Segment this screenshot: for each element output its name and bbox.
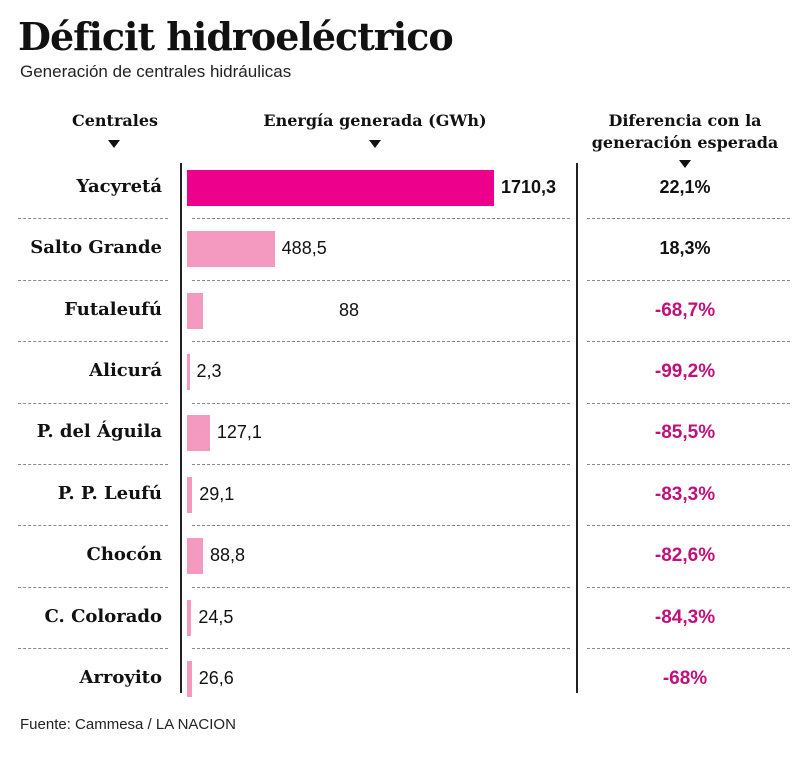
row-separator [192,648,570,650]
row-separator [192,464,570,465]
category-label: Salto Grande [30,237,162,259]
row-separator [192,525,570,527]
category-label: Arroyito [79,666,162,688]
column-header-difference-arrow-icon [679,160,691,168]
value-label: 24,5 [198,606,234,627]
column-header-difference: Diferencia con la generación esperada [580,110,790,154]
row-separator [587,586,790,588]
column-header-names-label: Centrales [72,111,158,130]
value-label: 2,3 [196,360,222,381]
row-separator [18,648,168,650]
column-header-names: Centrales [40,110,190,132]
row-separator [587,341,790,343]
bar [187,353,190,390]
bar [187,599,192,636]
value-label: 26,6 [198,667,234,688]
category-label: Yacyretá [76,175,162,197]
row-separator [587,648,790,650]
row-separator [18,464,168,465]
bar [187,292,203,329]
row-separator [18,586,168,588]
difference-value: -85,5% [654,422,716,444]
row-separator [587,279,790,281]
column-header-energy-arrow-icon [369,140,381,148]
source-note: Fuente: Cammesa / LA NACION [20,716,236,733]
category-label: Futaleufú [64,298,162,320]
difference-value: -68,7% [654,299,716,321]
chart-title: Déficit hidroeléctrico [18,14,454,59]
category-label: P. P. Leufú [57,482,162,504]
value-label: 1710,3 [501,176,557,197]
difference-value: 22,1% [659,176,711,197]
value-label: 88,8 [209,545,245,566]
category-label: Alicurá [89,359,162,381]
difference-value: -68% [662,667,708,689]
bar [187,476,193,513]
column-header-difference-line1: Diferencia con la [608,111,762,130]
column-header-names-arrow-icon [108,140,120,148]
column-divider [576,163,578,693]
value-label: 488,5 [281,238,327,259]
column-header-difference-line2: generación esperada [591,133,779,152]
bar [187,231,275,268]
category-label: C. Colorado [44,605,162,627]
row-separator [192,341,570,343]
row-separator [192,402,570,404]
value-label: 88 [339,299,360,320]
axis-line [180,163,182,693]
row-separator [192,218,570,220]
difference-value: -83,3% [654,483,716,505]
difference-value: -84,3% [654,606,716,628]
value-label: 29,1 [199,483,235,504]
row-separator [192,279,570,281]
row-separator [18,341,168,343]
row-separator [18,402,168,404]
difference-value: -99,2% [654,360,716,382]
value-label: 127,1 [216,422,262,443]
row-separator [18,279,168,281]
bar [187,660,192,697]
chart-subtitle: Generación de centrales hidráulicas [20,62,292,81]
row-separator [587,402,790,404]
bar [187,169,494,206]
row-separator [18,218,168,220]
row-separator [192,586,570,588]
bar [187,415,210,452]
bar [187,538,203,575]
row-separator [587,464,790,465]
column-header-energy-label: Energía generada (GWh) [263,111,487,130]
difference-value: -82,6% [654,545,716,567]
row-separator [587,525,790,527]
category-label: P. del Águila [36,421,162,443]
row-separator [587,218,790,220]
category-label: Chocón [86,544,162,566]
row-separator [18,525,168,527]
difference-value: 18,3% [659,238,711,259]
column-header-energy: Energía generada (GWh) [230,110,520,132]
